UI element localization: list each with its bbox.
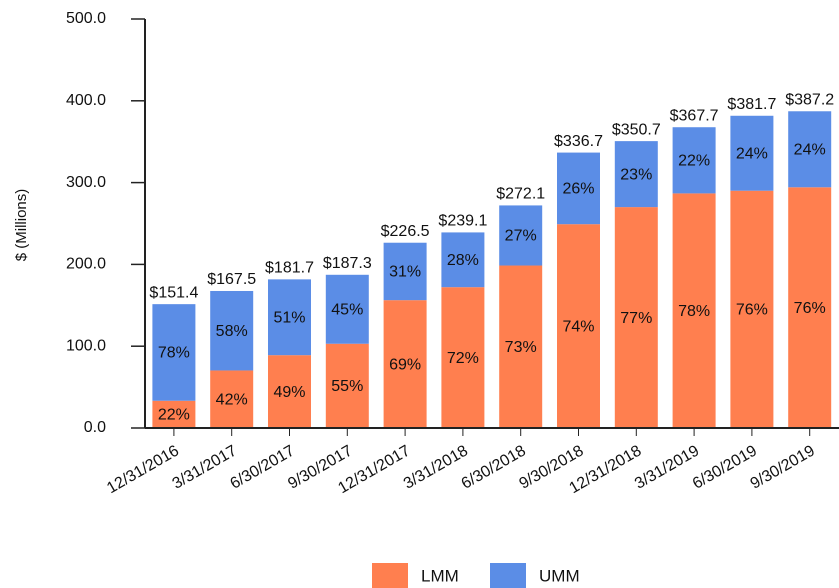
segment-label: 51% xyxy=(273,309,305,326)
x-tick-label: 9/30/2019 xyxy=(748,442,818,492)
segment-label: 76% xyxy=(736,302,768,319)
bar-segment xyxy=(441,287,485,428)
total-label: $272.1 xyxy=(496,186,545,203)
segment-label: 22% xyxy=(158,407,190,424)
x-tick-label: 6/30/2018 xyxy=(459,442,529,492)
bar-segment xyxy=(325,343,369,428)
legend-swatch xyxy=(372,563,408,588)
segment-label: 76% xyxy=(794,300,826,317)
bar-segment xyxy=(730,190,774,428)
segment-label: 45% xyxy=(331,301,363,318)
y-tick-label: 200.0 xyxy=(66,256,106,273)
segment-label: 22% xyxy=(678,153,710,170)
y-axis-label: $ (Millions) xyxy=(13,189,30,262)
total-label: $387.2 xyxy=(785,91,834,108)
bar-segment xyxy=(557,224,600,428)
segment-label: 27% xyxy=(505,228,537,245)
total-label: $167.5 xyxy=(207,271,256,288)
bar-segment xyxy=(268,279,311,356)
segment-label: 49% xyxy=(273,384,305,401)
segment-label: 42% xyxy=(216,391,248,408)
bar-segment xyxy=(614,207,658,428)
y-tick-label: 300.0 xyxy=(66,174,106,191)
x-tick-label: 6/30/2017 xyxy=(227,442,297,492)
segment-label: 78% xyxy=(158,345,190,362)
bar-segment xyxy=(499,265,543,428)
legend-swatch xyxy=(490,563,526,588)
total-label: $151.4 xyxy=(149,284,198,301)
segment-label: 26% xyxy=(562,181,594,198)
legend-label: UMM xyxy=(539,566,580,585)
segment-label: 74% xyxy=(562,318,594,335)
bar-segment xyxy=(210,290,254,371)
segment-label: 73% xyxy=(505,339,537,356)
segment-label: 72% xyxy=(447,350,479,367)
segment-label: 55% xyxy=(331,378,363,395)
total-label: $367.7 xyxy=(670,107,719,124)
bar-segment xyxy=(325,274,369,344)
y-tick-label: 0.0 xyxy=(84,419,106,436)
segment-label: 24% xyxy=(794,141,826,158)
total-label: $336.7 xyxy=(554,133,603,150)
x-tick-label: 3/31/2017 xyxy=(170,442,240,492)
bar-segment xyxy=(788,187,832,428)
bar-segment xyxy=(788,111,832,188)
bar-segment xyxy=(152,400,196,428)
x-tick-label: 3/31/2018 xyxy=(401,442,471,492)
total-label: $239.1 xyxy=(438,213,487,230)
segment-label: 69% xyxy=(389,356,421,373)
bar-segment xyxy=(210,370,254,428)
total-label: $350.7 xyxy=(612,121,661,138)
total-label: $187.3 xyxy=(323,255,372,272)
y-tick-label: 400.0 xyxy=(66,92,106,109)
bar-segment xyxy=(730,115,774,191)
segment-label: 23% xyxy=(620,166,652,183)
bar-segment xyxy=(441,232,485,288)
x-tick-label: 3/31/2019 xyxy=(632,442,702,492)
bar-segment xyxy=(268,355,311,428)
bar-segment xyxy=(672,193,716,428)
bar-segment xyxy=(672,127,716,194)
y-tick-label: 500.0 xyxy=(66,10,106,27)
bar-segment xyxy=(383,300,427,428)
total-label: $226.5 xyxy=(381,223,430,240)
segment-label: 31% xyxy=(389,264,421,281)
bar-segment xyxy=(152,304,196,401)
segment-label: 28% xyxy=(447,252,479,269)
total-label: $181.7 xyxy=(265,260,314,277)
total-label: $381.7 xyxy=(727,96,776,113)
bar-segment xyxy=(614,141,658,208)
bar-segment xyxy=(557,152,600,225)
x-tick-label: 12/31/2016 xyxy=(104,442,182,497)
segment-label: 78% xyxy=(678,303,710,320)
y-tick-label: 100.0 xyxy=(66,337,106,354)
bar-segment xyxy=(499,205,543,266)
bar-segment xyxy=(383,242,427,301)
segment-label: 58% xyxy=(216,323,248,340)
x-tick-label: 6/30/2019 xyxy=(690,442,760,492)
segment-label: 24% xyxy=(736,145,768,162)
legend-label: LMM xyxy=(421,566,459,585)
segment-label: 77% xyxy=(620,310,652,327)
